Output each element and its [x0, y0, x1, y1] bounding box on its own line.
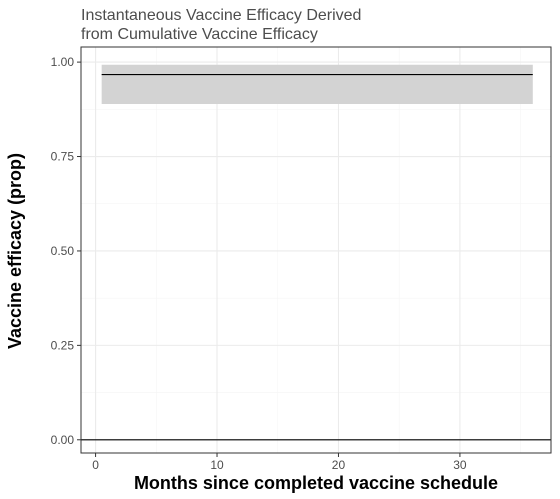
y-tick-label: 0.50	[51, 244, 75, 258]
y-tick-label: 1.00	[51, 55, 75, 69]
major-grid	[81, 47, 551, 453]
x-axis-title: Months since completed vaccine schedule	[134, 473, 498, 493]
confidence-ribbon	[101, 64, 533, 105]
y-tick-label: 0.00	[51, 433, 75, 447]
plot-panel	[80, 46, 552, 454]
y-tick-label: 0.25	[51, 338, 75, 352]
x-tick-label: 20	[332, 458, 346, 472]
y-axis: 0.00 0.25 0.50 0.75 1.00	[51, 55, 81, 447]
y-axis-title: Vaccine efficacy (prop)	[5, 153, 25, 349]
x-axis: 0 10 20 30	[92, 453, 467, 472]
chart-title-line-1: Instantaneous Vaccine Efficacy Derived	[81, 7, 361, 24]
x-tick-label: 10	[210, 458, 224, 472]
panel-border	[80, 46, 552, 454]
minor-grid	[81, 47, 551, 453]
x-tick-label: 0	[92, 458, 99, 472]
y-tick-label: 0.75	[51, 150, 75, 164]
confidence-ribbons	[101, 64, 533, 105]
x-tick-label: 30	[453, 458, 467, 472]
chart-title-line-2: from Cumulative Vaccine Efficacy	[81, 26, 318, 43]
